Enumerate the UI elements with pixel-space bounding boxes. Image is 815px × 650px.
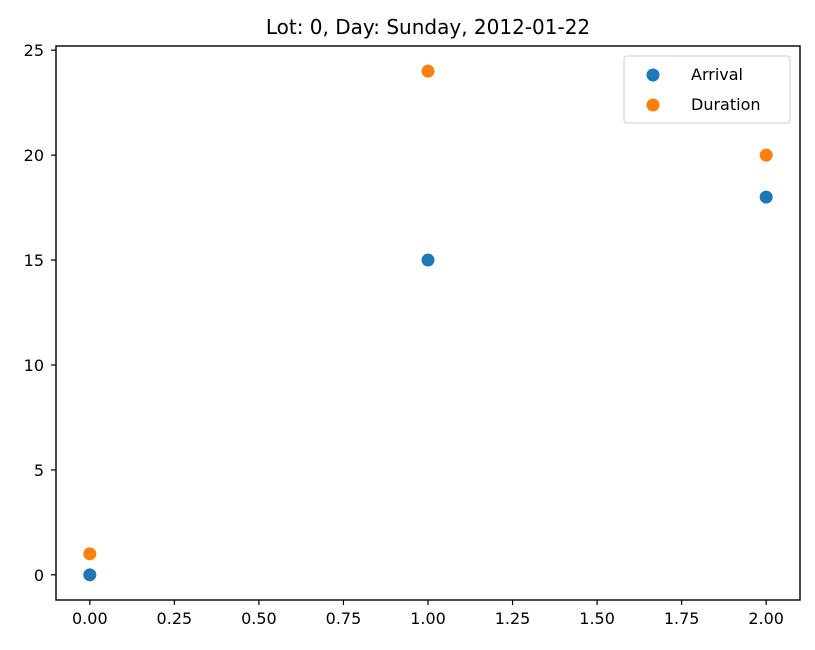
data-point-duration <box>83 547 97 561</box>
data-point-arrival <box>83 568 97 582</box>
data-point-duration <box>421 64 435 78</box>
y-tick-label: 5 <box>34 461 44 480</box>
y-tick-label: 0 <box>34 566 44 585</box>
x-axis: 0.00 0.25 0.50 0.75 1.00 1.25 1.50 1.75 2.00 <box>72 600 784 628</box>
x-tick-label: 0.50 <box>241 609 277 628</box>
data-points <box>83 64 773 582</box>
legend-label-duration: Duration <box>691 95 761 114</box>
y-axis: 0 5 10 15 20 25 <box>24 41 56 585</box>
x-tick-label: 1.75 <box>664 609 700 628</box>
chart-title: Lot: 0, Day: Sunday, 2012-01-22 <box>266 15 590 39</box>
y-tick-label: 25 <box>24 41 44 60</box>
legend-marker-arrival <box>646 68 660 82</box>
x-tick-label: 0.00 <box>72 609 108 628</box>
legend-label-arrival: Arrival <box>691 65 743 84</box>
x-tick-label: 0.25 <box>157 609 193 628</box>
x-tick-label: 1.00 <box>410 609 446 628</box>
plot-area <box>55 45 801 601</box>
legend-box <box>623 55 791 124</box>
data-point-arrival <box>421 253 435 267</box>
x-tick-label: 1.25 <box>495 609 531 628</box>
y-tick-label: 15 <box>24 251 44 270</box>
data-point-duration <box>759 148 773 162</box>
y-tick-label: 20 <box>24 146 44 165</box>
x-tick-label: 0.75 <box>326 609 362 628</box>
x-tick-label: 2.00 <box>748 609 784 628</box>
y-tick-label: 10 <box>24 356 44 375</box>
data-point-arrival <box>759 190 773 204</box>
legend-marker-duration <box>646 98 660 112</box>
legend: Arrival Duration <box>623 55 791 124</box>
x-tick-label: 1.50 <box>579 609 615 628</box>
